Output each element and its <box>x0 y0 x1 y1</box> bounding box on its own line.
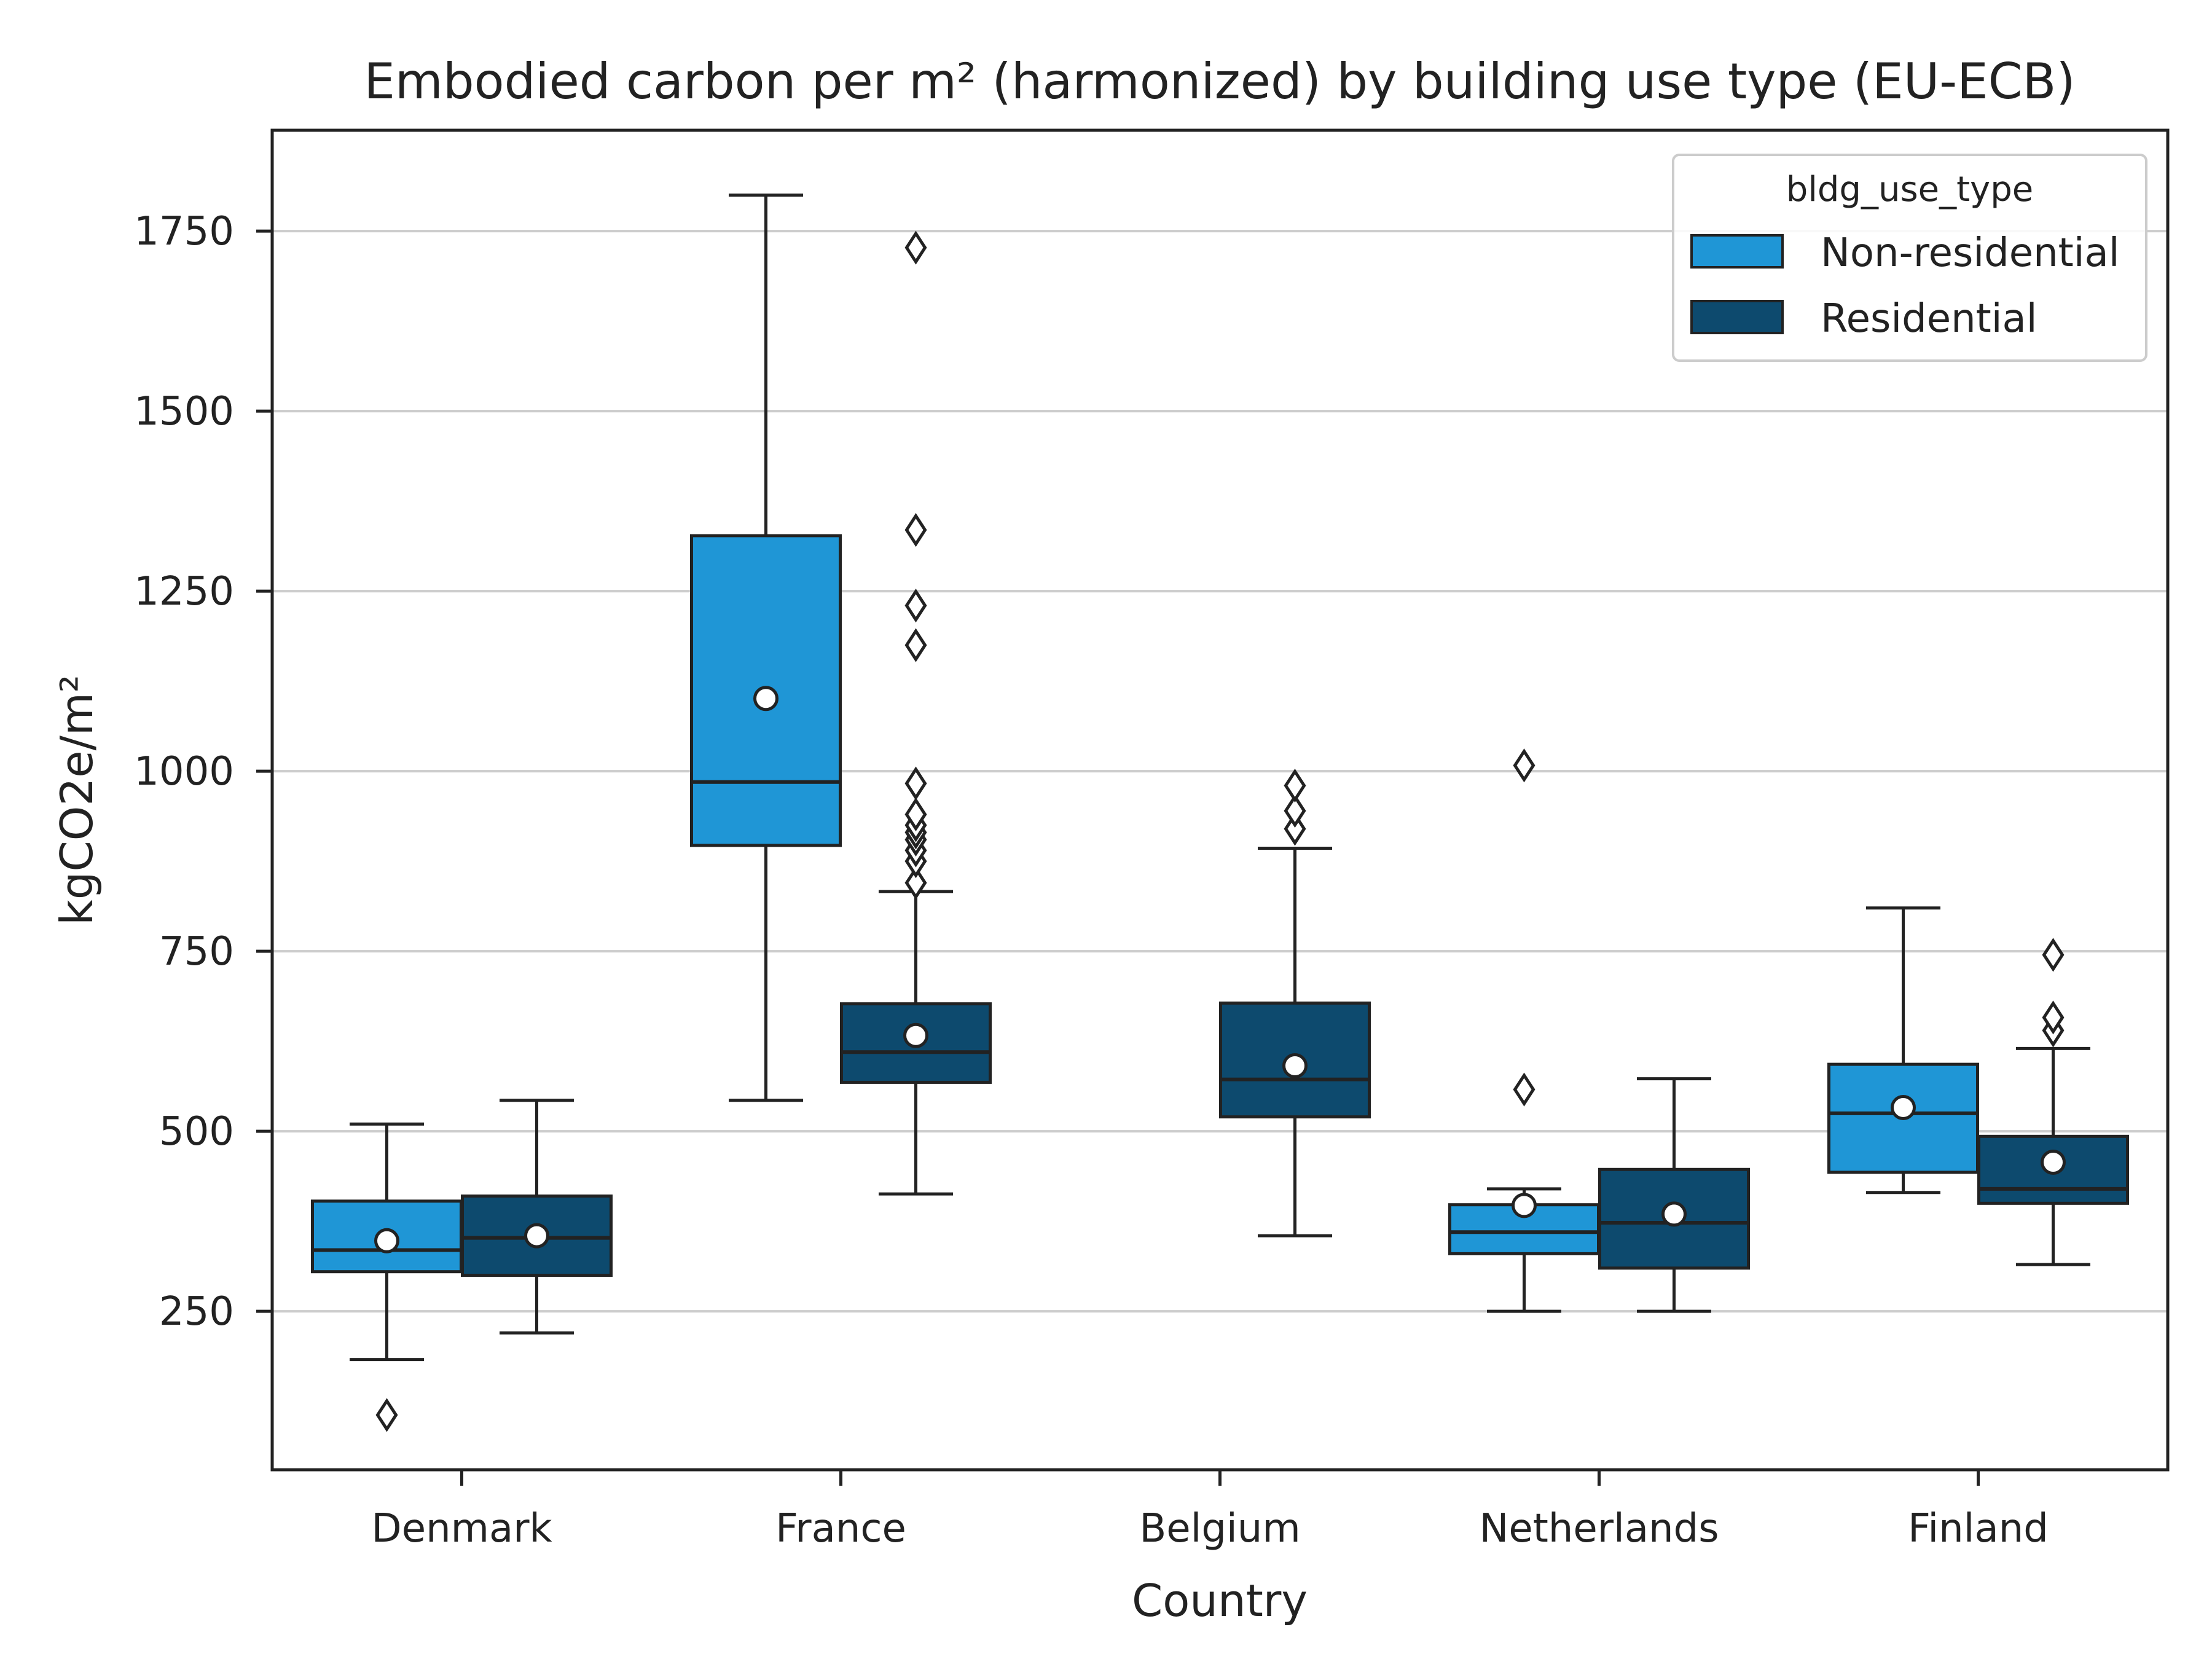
y-axis-label: kgCO2e/m² <box>51 675 103 925</box>
chart-title: Embodied carbon per m² (harmonized) by b… <box>364 53 2075 110</box>
y-tick-label: 750 <box>159 929 234 975</box>
outlier-point <box>904 866 927 900</box>
y-tick-label: 1750 <box>134 209 234 254</box>
mean-marker <box>1661 1201 1687 1227</box>
legend-label-non-residential: Non-residential <box>1821 230 2120 276</box>
y-tick-label: 1250 <box>134 569 234 614</box>
mean-marker <box>1282 1053 1308 1078</box>
y-tick-label: 1500 <box>134 389 234 434</box>
outlier-point <box>904 512 927 547</box>
outlier-point <box>1284 812 1306 846</box>
x-axis-label: Country <box>1132 1575 1308 1626</box>
box-residential-belgium <box>1219 768 1371 1237</box>
outlier-point <box>904 797 927 832</box>
outlier-point <box>1513 1072 1535 1107</box>
legend-swatch-non-residential <box>1690 234 1784 269</box>
outlier-point <box>1513 748 1535 783</box>
mean-marker <box>1512 1193 1537 1218</box>
box-non-residential-france <box>690 193 842 1102</box>
y-tick-label: 1000 <box>134 749 234 794</box>
outlier-point <box>375 1398 398 1432</box>
outlier-point <box>904 230 927 265</box>
x-tick-label-finland: Finland <box>1908 1506 2049 1551</box>
legend: bldg_use_type Non-residential Residentia… <box>1672 154 2147 362</box>
x-axis: Denmark France Belgium Netherlands Finland <box>371 1470 2049 1551</box>
x-tick-label-denmark: Denmark <box>371 1506 552 1551</box>
mean-marker <box>524 1223 549 1249</box>
legend-title: bldg_use_type <box>1786 170 2033 210</box>
outlier-point <box>904 628 927 662</box>
x-tick-label-france: France <box>775 1506 906 1551</box>
box-non-residential-netherlands <box>1448 748 1600 1313</box>
box-residential-france <box>840 230 992 1196</box>
mean-marker <box>2041 1150 2066 1175</box>
x-tick-label-netherlands: Netherlands <box>1479 1506 1719 1551</box>
outlier-point <box>1284 768 1306 803</box>
y-tick-label: 500 <box>159 1109 234 1155</box>
y-tick-label: 250 <box>159 1289 234 1335</box>
outlier-point <box>904 588 927 623</box>
box-non-residential-finland <box>1827 906 1979 1194</box>
x-tick-label-belgium: Belgium <box>1139 1506 1300 1551</box>
outlier-point <box>1284 794 1306 828</box>
y-axis: 250 500 750 1000 1250 1500 1750 <box>134 209 272 1335</box>
legend-swatch-residential <box>1690 300 1784 334</box>
mean-marker <box>1891 1094 1916 1120</box>
box-residential-netherlands <box>1598 1077 1750 1313</box>
box-residential-denmark <box>461 1099 613 1335</box>
outlier-point <box>2042 1000 2065 1035</box>
outlier-point <box>2042 938 2065 972</box>
boxes <box>311 193 2129 1432</box>
mean-marker <box>753 686 779 712</box>
legend-label-residential: Residential <box>1821 296 2037 342</box>
legend-frame <box>1672 154 2147 362</box>
outlier-point <box>904 766 927 801</box>
mean-marker <box>903 1022 928 1048</box>
mean-marker <box>374 1228 399 1253</box>
box-residential-finland <box>1977 938 2129 1266</box>
